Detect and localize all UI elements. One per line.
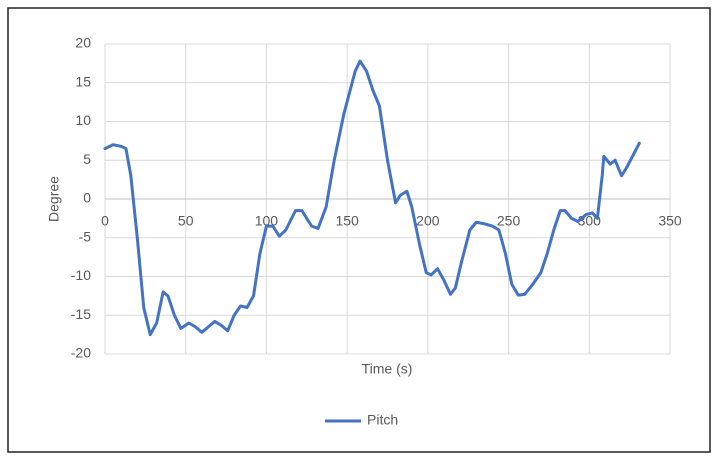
y-tick-label: 0 xyxy=(83,190,91,206)
y-tick-label: -5 xyxy=(79,228,92,244)
legend-label: Pitch xyxy=(367,412,398,428)
x-tick-label: 150 xyxy=(335,213,359,229)
y-tick-label: 10 xyxy=(75,112,91,128)
x-tick-label: 0 xyxy=(101,213,109,229)
y-tick-label: 5 xyxy=(83,151,91,167)
y-tick-label: 15 xyxy=(75,73,91,89)
data-line xyxy=(103,59,641,337)
x-tick-label: 250 xyxy=(497,213,521,229)
x-tick-label: 200 xyxy=(416,213,440,229)
y-tick-label: -20 xyxy=(71,345,91,361)
y-axis-label: Degree xyxy=(46,176,62,222)
y-tick-label: -10 xyxy=(71,267,91,283)
x-tick-label: 350 xyxy=(658,213,682,229)
y-tick-label: 20 xyxy=(75,35,91,51)
y-tick-label: -15 xyxy=(71,306,91,322)
x-tick-label: 50 xyxy=(178,213,194,229)
x-axis-label: Time (s) xyxy=(362,361,413,377)
chart-border xyxy=(7,7,711,453)
